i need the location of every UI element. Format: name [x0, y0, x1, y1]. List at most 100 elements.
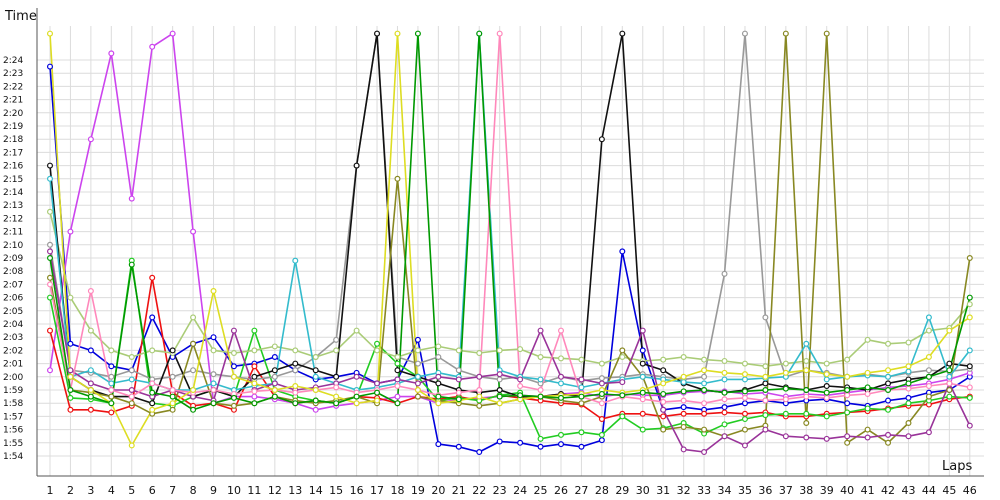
data-point [292, 347, 299, 354]
x-tick-label: 35 [738, 484, 752, 497]
data-point [680, 379, 687, 386]
data-point [414, 380, 421, 387]
data-point [885, 340, 892, 347]
data-point [844, 400, 851, 407]
data-point [578, 393, 585, 400]
data-point [680, 373, 687, 380]
data-point [87, 327, 94, 334]
data-point [169, 30, 176, 37]
data-point [394, 393, 401, 400]
data-point [271, 343, 278, 350]
data-point [578, 384, 585, 391]
data-point [741, 400, 748, 407]
data-point [823, 371, 830, 378]
data-point [925, 429, 932, 436]
data-point [190, 228, 197, 235]
data-point [721, 270, 728, 277]
y-tick-label: 2:16 [3, 162, 23, 172]
series-line [49, 211, 971, 368]
data-point [701, 356, 708, 363]
data-point [885, 406, 892, 413]
data-point [333, 373, 340, 380]
data-point [762, 363, 769, 370]
data-point [128, 354, 135, 361]
data-point [701, 400, 708, 407]
data-point [108, 409, 115, 416]
data-point [312, 373, 319, 380]
data-point [905, 385, 912, 392]
data-point [844, 439, 851, 446]
data-point [639, 327, 646, 334]
data-point [496, 347, 503, 354]
data-point [312, 367, 319, 374]
data-point [660, 356, 667, 363]
data-point [721, 376, 728, 383]
data-point [455, 347, 462, 354]
data-point [251, 388, 258, 395]
data-point [374, 389, 381, 396]
data-point [946, 360, 953, 367]
data-point [762, 426, 769, 433]
data-point [537, 393, 544, 400]
data-point [782, 30, 789, 37]
data-point [701, 410, 708, 417]
data-point [660, 367, 667, 374]
y-tick-label: 2:05 [3, 307, 23, 317]
data-point [557, 327, 564, 334]
data-point [271, 393, 278, 400]
data-point [701, 373, 708, 380]
data-point [864, 434, 871, 441]
data-point [844, 433, 851, 440]
data-point [844, 409, 851, 416]
x-tick-label: 3 [87, 484, 94, 497]
data-point [885, 431, 892, 438]
data-point [353, 393, 360, 400]
data-point [557, 441, 564, 448]
x-tick-label: 43 [901, 484, 915, 497]
data-point [966, 384, 973, 391]
data-point [619, 30, 626, 37]
data-point [149, 314, 156, 321]
data-point [762, 380, 769, 387]
data-point [721, 357, 728, 364]
data-point [946, 380, 953, 387]
data-point [394, 376, 401, 383]
data-point [598, 400, 605, 407]
data-point [108, 380, 115, 387]
data-point [537, 354, 544, 361]
x-tick-label: 11 [247, 484, 261, 497]
data-point [639, 347, 646, 354]
data-point [46, 367, 53, 374]
data-point [823, 394, 830, 401]
data-point [292, 389, 299, 396]
data-point [741, 360, 748, 367]
data-point [374, 347, 381, 354]
data-point [680, 410, 687, 417]
data-point [823, 383, 830, 390]
data-point [557, 394, 564, 401]
x-tick-label: 26 [554, 484, 568, 497]
data-point [885, 439, 892, 446]
x-tick-label: 21 [452, 484, 466, 497]
x-tick-label: 32 [677, 484, 691, 497]
x-tick-label: 24 [513, 484, 527, 497]
data-point [46, 241, 53, 248]
data-point [823, 435, 830, 442]
data-point [680, 423, 687, 430]
data-point [210, 371, 217, 378]
data-point [149, 406, 156, 413]
data-point [721, 396, 728, 403]
data-point [721, 409, 728, 416]
y-tick-label: 2:15 [3, 175, 23, 185]
data-point [271, 380, 278, 387]
data-point [557, 380, 564, 387]
data-point [292, 367, 299, 374]
data-point [251, 327, 258, 334]
x-tick-label: 23 [493, 484, 507, 497]
x-tick-label: 19 [411, 484, 425, 497]
data-point [190, 340, 197, 347]
data-point [210, 387, 217, 394]
data-point [864, 369, 871, 376]
series-line [49, 32, 971, 411]
data-point [128, 400, 135, 407]
